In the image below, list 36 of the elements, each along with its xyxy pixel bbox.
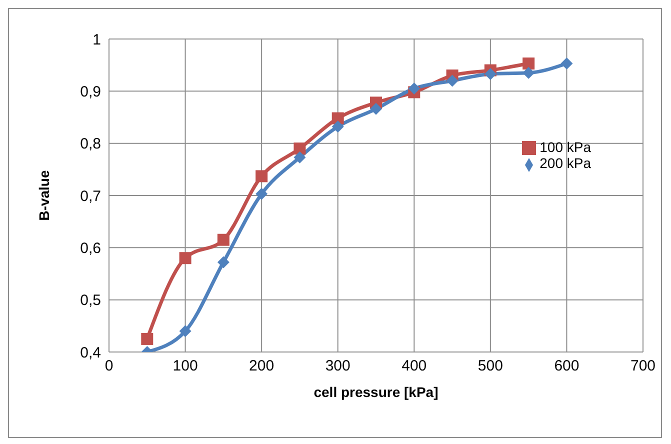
point: [332, 120, 344, 133]
x-tick-label: 200: [249, 358, 274, 375]
x-axis-title: cell pressure [kPa]: [314, 384, 438, 400]
x-tick-label: 500: [478, 358, 503, 375]
y-tick-label: 0,6: [80, 240, 101, 257]
point: [560, 58, 573, 70]
point: [217, 234, 230, 246]
point: [179, 325, 192, 338]
y-tick-label: 0,4: [80, 344, 101, 362]
point: [484, 68, 496, 80]
y-tick-label: 1: [92, 31, 101, 48]
point: [294, 142, 306, 155]
y-tick-label: 0,5: [80, 292, 101, 310]
point: [294, 151, 306, 164]
point: [446, 74, 458, 87]
x-tick-label: 400: [402, 358, 427, 375]
y-axis-title: B-value: [36, 170, 52, 221]
legend-label: 100 kPa: [540, 139, 591, 155]
point: [522, 66, 535, 79]
point: [179, 252, 192, 264]
point: [256, 170, 268, 182]
x-tick-label: 700: [630, 358, 656, 375]
y-tick-label: 0,9: [80, 83, 101, 100]
point: [408, 82, 420, 95]
y-tick-label: 0,7: [80, 188, 101, 205]
y-tick-label: 0,8: [80, 136, 101, 153]
legend-label: 200 kPa: [540, 155, 591, 172]
x-tick-label: 600: [554, 358, 580, 375]
point: [522, 58, 535, 70]
x-tick-label: 100: [172, 358, 198, 375]
point: [256, 188, 268, 200]
point: [370, 102, 382, 115]
point: [141, 332, 154, 345]
point: [217, 256, 230, 268]
x-tick-label: 0: [104, 358, 114, 375]
x-tick-label: 300: [325, 358, 350, 375]
